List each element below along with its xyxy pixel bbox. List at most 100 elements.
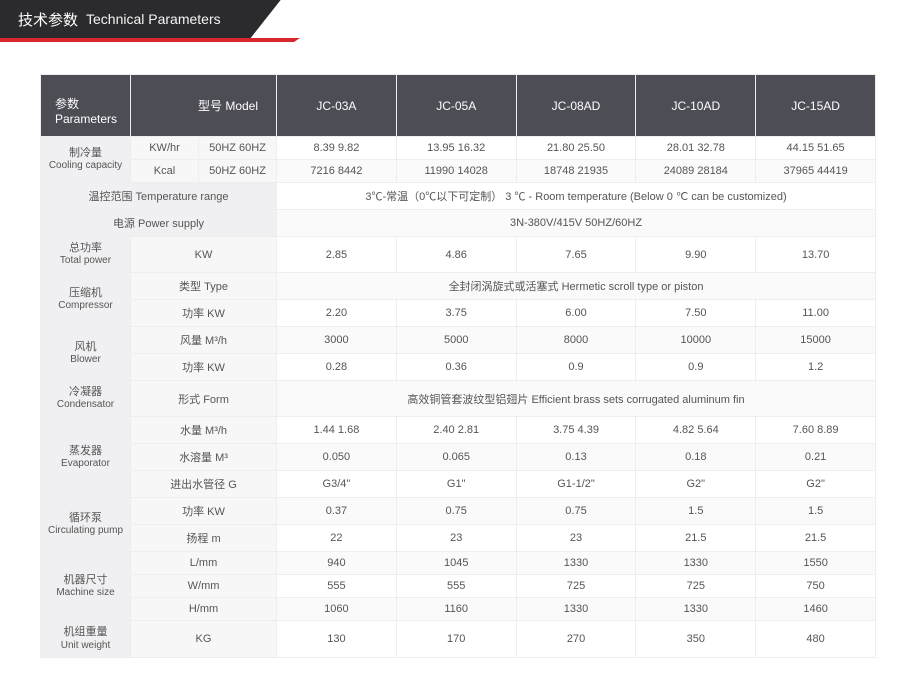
unit-cell: H/mm	[131, 598, 277, 621]
value-cell: 7216 8442	[277, 160, 397, 183]
value-cell: 11.00	[756, 300, 876, 327]
unit-cell: 风量 M³/h	[131, 327, 277, 354]
value-cell: 1.5	[636, 498, 756, 525]
model-col-3: JC-10AD	[636, 75, 756, 137]
value-cell: 0.050	[277, 444, 397, 471]
value-cell: 1550	[756, 552, 876, 575]
value-cell: 3000	[277, 327, 397, 354]
unit-cell: 功率 KW	[131, 354, 277, 381]
unit-cell: KW	[131, 237, 277, 273]
value-cell: 18748 21935	[516, 160, 636, 183]
table-row: Kcal50HZ 60HZ7216 844211990 1402818748 2…	[41, 160, 876, 183]
table-row: W/mm555555725725750	[41, 575, 876, 598]
row-group-label: 压缩机Compressor	[41, 273, 131, 327]
unit-cell: 扬程 m	[131, 525, 277, 552]
value-cell: 23	[516, 525, 636, 552]
value-cell: 13.70	[756, 237, 876, 273]
unit-cell: 水量 M³/h	[131, 417, 277, 444]
model-col-4: JC-15AD	[756, 75, 876, 137]
value-cell: 1.2	[756, 354, 876, 381]
row-group-label: 风机Blower	[41, 327, 131, 381]
value-cell: 555	[277, 575, 397, 598]
value-cell: 0.13	[516, 444, 636, 471]
value-cell: 940	[277, 552, 397, 575]
value-cell: 555	[396, 575, 516, 598]
value-cell: 0.37	[277, 498, 397, 525]
value-cell: 11990 14028	[396, 160, 516, 183]
value-cell: 4.82 5.64	[636, 417, 756, 444]
value-cell: 0.75	[516, 498, 636, 525]
value-cell: 0.065	[396, 444, 516, 471]
table-row: 风机Blower风量 M³/h3000500080001000015000	[41, 327, 876, 354]
table-header-row: 参数 Parameters 型号 Model JC-03A JC-05A JC-…	[41, 75, 876, 137]
row-group-label: 机组重量Unit weight	[41, 621, 131, 657]
value-cell: 28.01 32.78	[636, 137, 756, 160]
title-cn: 技术参数	[18, 9, 78, 30]
value-cell: 0.28	[277, 354, 397, 381]
value-cell: 9.90	[636, 237, 756, 273]
value-cell: 1330	[516, 598, 636, 621]
value-cell: 5000	[396, 327, 516, 354]
row-group-label: 机器尺寸Machine size	[41, 552, 131, 621]
value-cell: 1.5	[756, 498, 876, 525]
table-row: 水溶量 M³0.0500.0650.130.180.21	[41, 444, 876, 471]
value-cell: 15000	[756, 327, 876, 354]
table-row: 电源 Power supply3N-380V/415V 50HZ/60HZ	[41, 210, 876, 237]
unit-cell: KW/hr	[131, 137, 199, 160]
unit-cell: 进出水管径 G	[131, 471, 277, 498]
value-cell: 4.86	[396, 237, 516, 273]
value-cell: 0.21	[756, 444, 876, 471]
value-cell: 1330	[636, 552, 756, 575]
spanning-value: 高效铜管套波纹型铝翅片 Efficient brass sets corruga…	[277, 381, 876, 417]
value-cell: 3.75	[396, 300, 516, 327]
value-cell: 270	[516, 621, 636, 657]
value-cell: 37965 44419	[756, 160, 876, 183]
value-cell: 725	[516, 575, 636, 598]
row-label: 电源 Power supply	[41, 210, 277, 237]
table-row: 循环泵Circulating pump功率 KW0.370.750.751.51…	[41, 498, 876, 525]
value-cell: 23	[396, 525, 516, 552]
table-row: 机组重量Unit weightKG130170270350480	[41, 621, 876, 657]
spanning-value: 3℃-常温（0℃以下可定制） 3 ℃ - Room temperature (B…	[277, 183, 876, 210]
header-parameters: 参数 Parameters	[41, 75, 131, 137]
title-underline	[0, 38, 300, 42]
table-row: 制冷量Cooling capacityKW/hr50HZ 60HZ8.39 9.…	[41, 137, 876, 160]
row-group-label: 制冷量Cooling capacity	[41, 137, 131, 183]
table-row: 进出水管径 GG3/4"G1"G1-1/2"G2"G2"	[41, 471, 876, 498]
spanning-value: 3N-380V/415V 50HZ/60HZ	[277, 210, 876, 237]
value-cell: 22	[277, 525, 397, 552]
unit-cell: 功率 KW	[131, 498, 277, 525]
value-cell: 2.85	[277, 237, 397, 273]
value-cell: 1330	[636, 598, 756, 621]
value-cell: 1460	[756, 598, 876, 621]
value-cell: 170	[396, 621, 516, 657]
table-row: H/mm10601160133013301460	[41, 598, 876, 621]
table-row: 蒸发器Evaporator水量 M³/h1.44 1.682.40 2.813.…	[41, 417, 876, 444]
table-row: 总功率Total powerKW2.854.867.659.9013.70	[41, 237, 876, 273]
row-group-label: 蒸发器Evaporator	[41, 417, 131, 498]
value-cell: 10000	[636, 327, 756, 354]
value-cell: 1.44 1.68	[277, 417, 397, 444]
value-cell: 2.20	[277, 300, 397, 327]
value-cell: 0.18	[636, 444, 756, 471]
unit-cell: 50HZ 60HZ	[199, 160, 277, 183]
table-row: 温控范围 Temperature range3℃-常温（0℃以下可定制） 3 ℃…	[41, 183, 876, 210]
table-row: 功率 KW2.203.756.007.5011.00	[41, 300, 876, 327]
unit-cell: 类型 Type	[131, 273, 277, 300]
row-label: 温控范围 Temperature range	[41, 183, 277, 210]
row-group-label: 循环泵Circulating pump	[41, 498, 131, 552]
value-cell: G2"	[756, 471, 876, 498]
value-cell: 0.36	[396, 354, 516, 381]
value-cell: 0.75	[396, 498, 516, 525]
unit-cell: 50HZ 60HZ	[199, 137, 277, 160]
value-cell: 1160	[396, 598, 516, 621]
value-cell: G3/4"	[277, 471, 397, 498]
value-cell: 44.15 51.65	[756, 137, 876, 160]
value-cell: 1060	[277, 598, 397, 621]
value-cell: 2.40 2.81	[396, 417, 516, 444]
unit-cell: L/mm	[131, 552, 277, 575]
value-cell: G1-1/2"	[516, 471, 636, 498]
title-bar: 技术参数 Technical Parameters	[0, 0, 900, 44]
value-cell: 21.80 25.50	[516, 137, 636, 160]
value-cell: 13.95 16.32	[396, 137, 516, 160]
